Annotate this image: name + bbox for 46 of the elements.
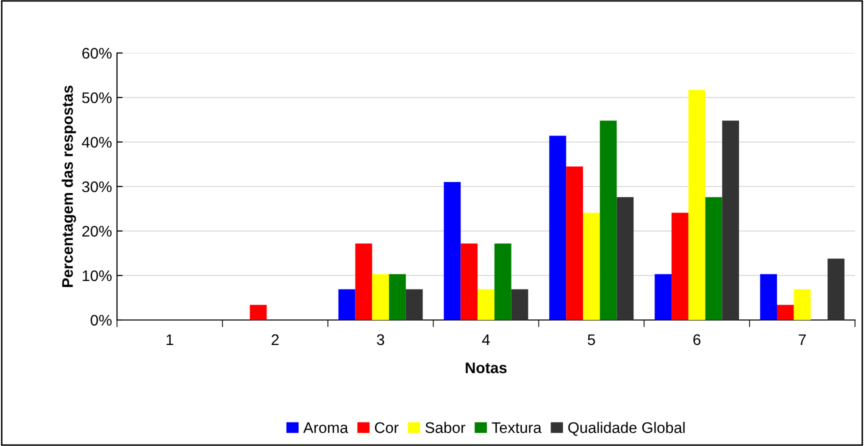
y-axis-title: Percentagem das respostas <box>62 86 76 287</box>
bar <box>654 274 672 320</box>
x-tick-label: 7 <box>798 334 806 345</box>
bar <box>406 289 423 320</box>
y-tick-label: 50% <box>82 92 112 104</box>
x-tick-label: 6 <box>693 334 700 346</box>
x-tick-label: 3 <box>376 334 384 346</box>
bar <box>549 136 566 320</box>
y-tick-label: 40% <box>82 136 112 148</box>
bar <box>566 166 583 320</box>
y-tick-label: 60% <box>82 48 112 59</box>
x-axis-title: Notas <box>466 362 507 374</box>
legend-label: Aroma <box>303 422 348 434</box>
x-tick-label: 1 <box>166 334 174 345</box>
x-tick-label: 2 <box>272 334 279 345</box>
bar <box>355 243 372 320</box>
bar <box>582 212 600 320</box>
bar <box>389 274 406 320</box>
bar <box>688 90 706 320</box>
legend-label: Textura <box>492 422 542 434</box>
bar <box>722 120 740 320</box>
bar <box>600 120 617 320</box>
y-tick-label: 0% <box>90 314 112 326</box>
bar <box>705 197 722 320</box>
bar <box>494 243 512 320</box>
legend-label: Qualidade Global <box>568 422 685 436</box>
legend-label: Cor <box>374 422 399 434</box>
bar <box>616 197 634 320</box>
bar <box>828 258 844 320</box>
bar <box>372 274 390 320</box>
x-tick-label: 5 <box>588 334 596 346</box>
bar <box>460 243 478 320</box>
bar <box>444 182 461 320</box>
bar <box>760 274 777 320</box>
y-tick-label: 10% <box>82 270 112 282</box>
y-tick-label: 20% <box>82 226 112 237</box>
bar <box>794 289 811 320</box>
bar <box>250 304 267 320</box>
bar <box>338 289 356 320</box>
bar <box>511 289 528 320</box>
bar <box>478 289 494 320</box>
bar <box>776 304 794 320</box>
y-tick-label: 30% <box>82 181 112 192</box>
legend-label: Sabor <box>425 422 466 434</box>
x-tick-label: 4 <box>482 334 490 345</box>
bar <box>672 212 688 320</box>
